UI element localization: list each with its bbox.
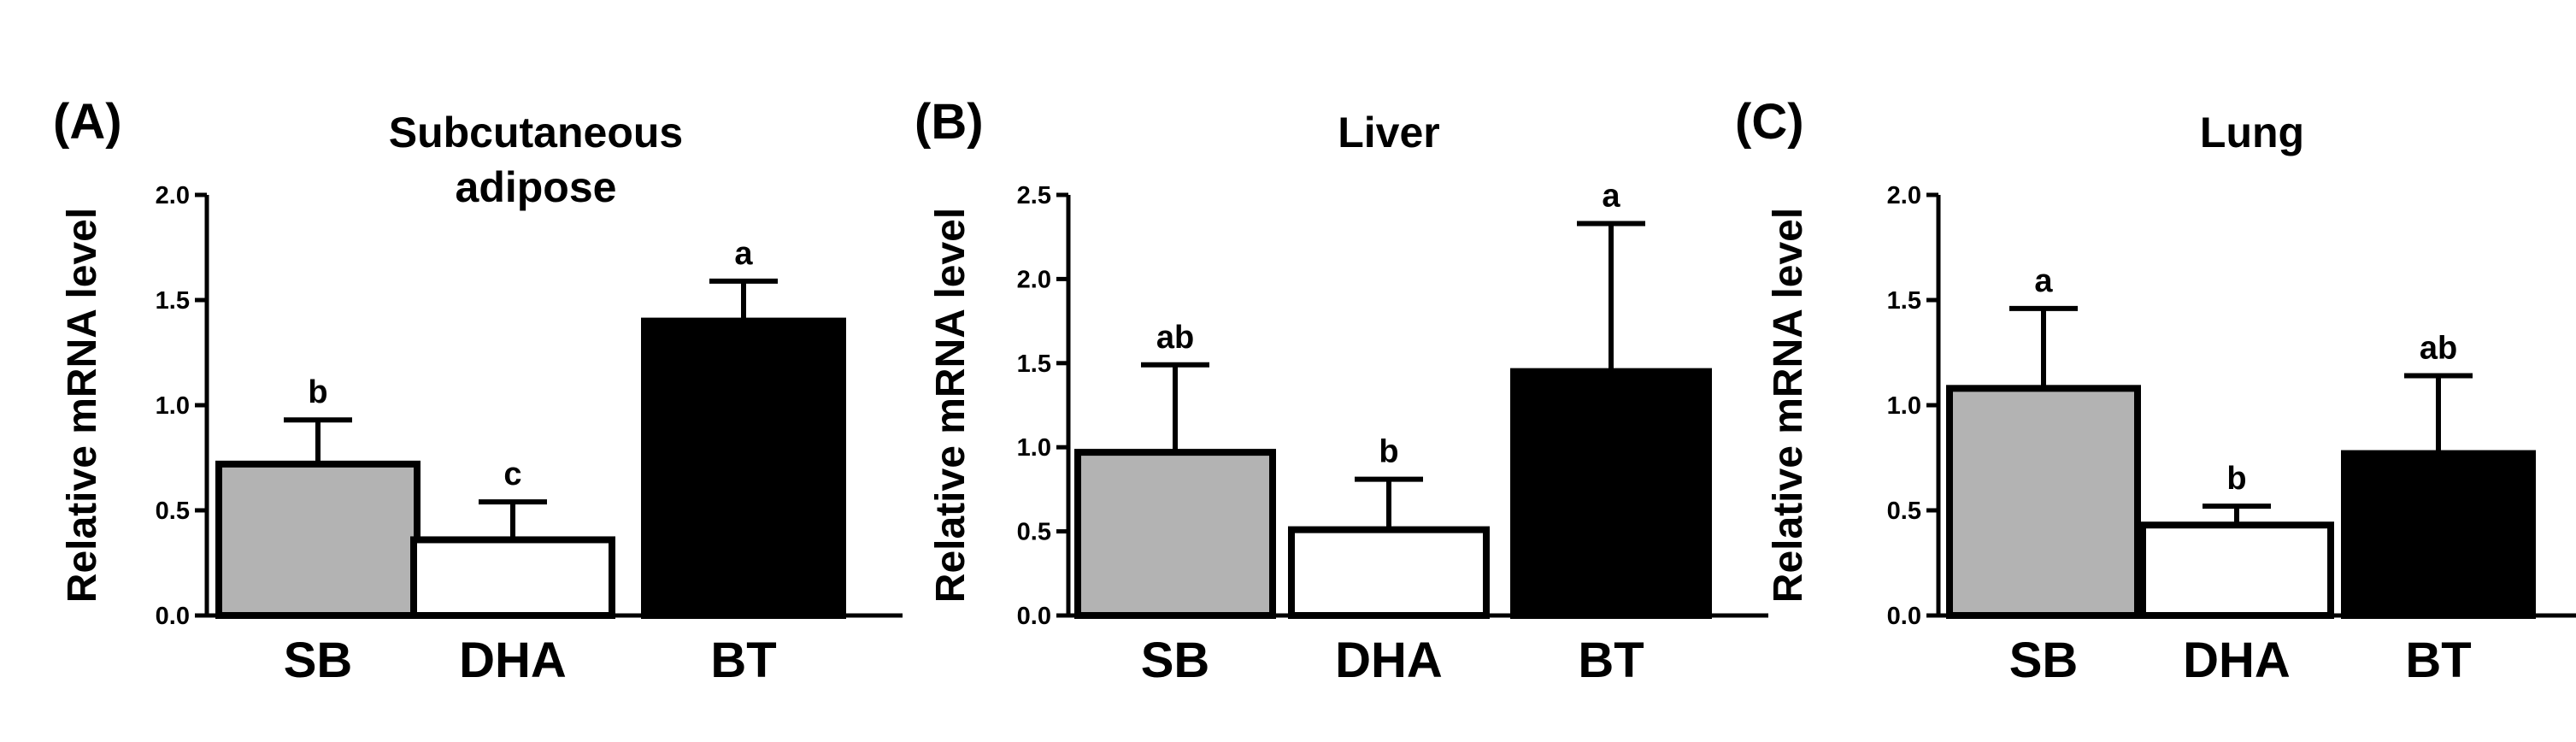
x-tick-label: DHA — [1335, 633, 1443, 688]
chart-title: Subcutaneous — [389, 109, 683, 156]
y-axis-label: Relative mRNA level — [1766, 208, 1811, 603]
significance-label: a — [734, 236, 753, 272]
x-tick-label: DHA — [459, 633, 567, 688]
x-tick-label: SB — [284, 633, 353, 688]
panel-letter: (C) — [1735, 94, 1804, 150]
y-tick-label: 0.5 — [156, 498, 190, 525]
bar-sb — [1074, 449, 1276, 619]
x-tick-label: BT — [1578, 633, 1644, 688]
y-tick-label: 0.5 — [1887, 498, 1921, 525]
bar-sb — [215, 460, 421, 619]
y-tick-label: 2.0 — [156, 182, 190, 209]
chart-title: Lung — [2200, 109, 2304, 156]
y-tick-label: 1.5 — [156, 287, 190, 315]
bar-bt — [1510, 368, 1712, 619]
y-tick-label: 2.5 — [1017, 182, 1051, 209]
y-axis-label: Relative mRNA level — [60, 208, 105, 603]
y-tick-label: 0.5 — [1017, 519, 1051, 546]
bar-dha — [410, 536, 615, 619]
panel-letter: (A) — [53, 94, 122, 150]
y-tick-label: 1.0 — [1017, 434, 1051, 462]
significance-label: a — [1602, 178, 1620, 214]
y-tick-label: 1.0 — [156, 392, 190, 420]
y-tick-label: 0.0 — [1887, 603, 1921, 630]
chart-title: adipose — [456, 163, 617, 211]
bar-bt — [641, 317, 846, 619]
significance-label: b — [308, 374, 327, 410]
significance-label: ab — [1156, 320, 1194, 356]
significance-label: b — [1379, 434, 1398, 470]
x-tick-label: DHA — [2183, 633, 2291, 688]
y-tick-label: 1.5 — [1887, 287, 1921, 315]
x-tick-label: BT — [710, 633, 776, 688]
chart-panel-b: (B) Liver Relative mRNA level 0.0 0.5 1.0 1.5 2… — [915, 94, 1768, 688]
x-tick-label: SB — [1141, 633, 1210, 688]
chart-title: Liver — [1338, 109, 1440, 156]
bar-dha — [1288, 526, 1490, 620]
bar-sb — [1946, 385, 2141, 619]
significance-label: c — [503, 456, 521, 492]
significance-label: b — [2226, 461, 2246, 497]
y-tick-label: 1.0 — [1887, 392, 1921, 420]
bar-bt — [2341, 450, 2536, 620]
y-tick-label: 0.0 — [1017, 603, 1051, 630]
y-axis-label: Relative mRNA level — [928, 208, 973, 603]
y-tick-label: 0.0 — [156, 603, 190, 630]
chart-panel-a: (A) Subcutaneous adipose Relative mRNA leve… — [53, 94, 903, 688]
significance-label: ab — [2420, 331, 2457, 367]
x-tick-label: SB — [2009, 633, 2079, 688]
chart-panel-c: (C) Lung Relative mRNA level 0.0 0.5 1.0 1.5 2.… — [1735, 94, 2576, 688]
panel-letter: (B) — [915, 94, 984, 150]
y-tick-label: 2.0 — [1887, 182, 1921, 209]
y-tick-label: 2.0 — [1017, 266, 1051, 293]
significance-label: a — [2034, 263, 2053, 299]
y-tick-label: 1.5 — [1017, 350, 1051, 378]
bar-dha — [2139, 521, 2334, 619]
x-tick-label: BT — [2405, 633, 2471, 688]
